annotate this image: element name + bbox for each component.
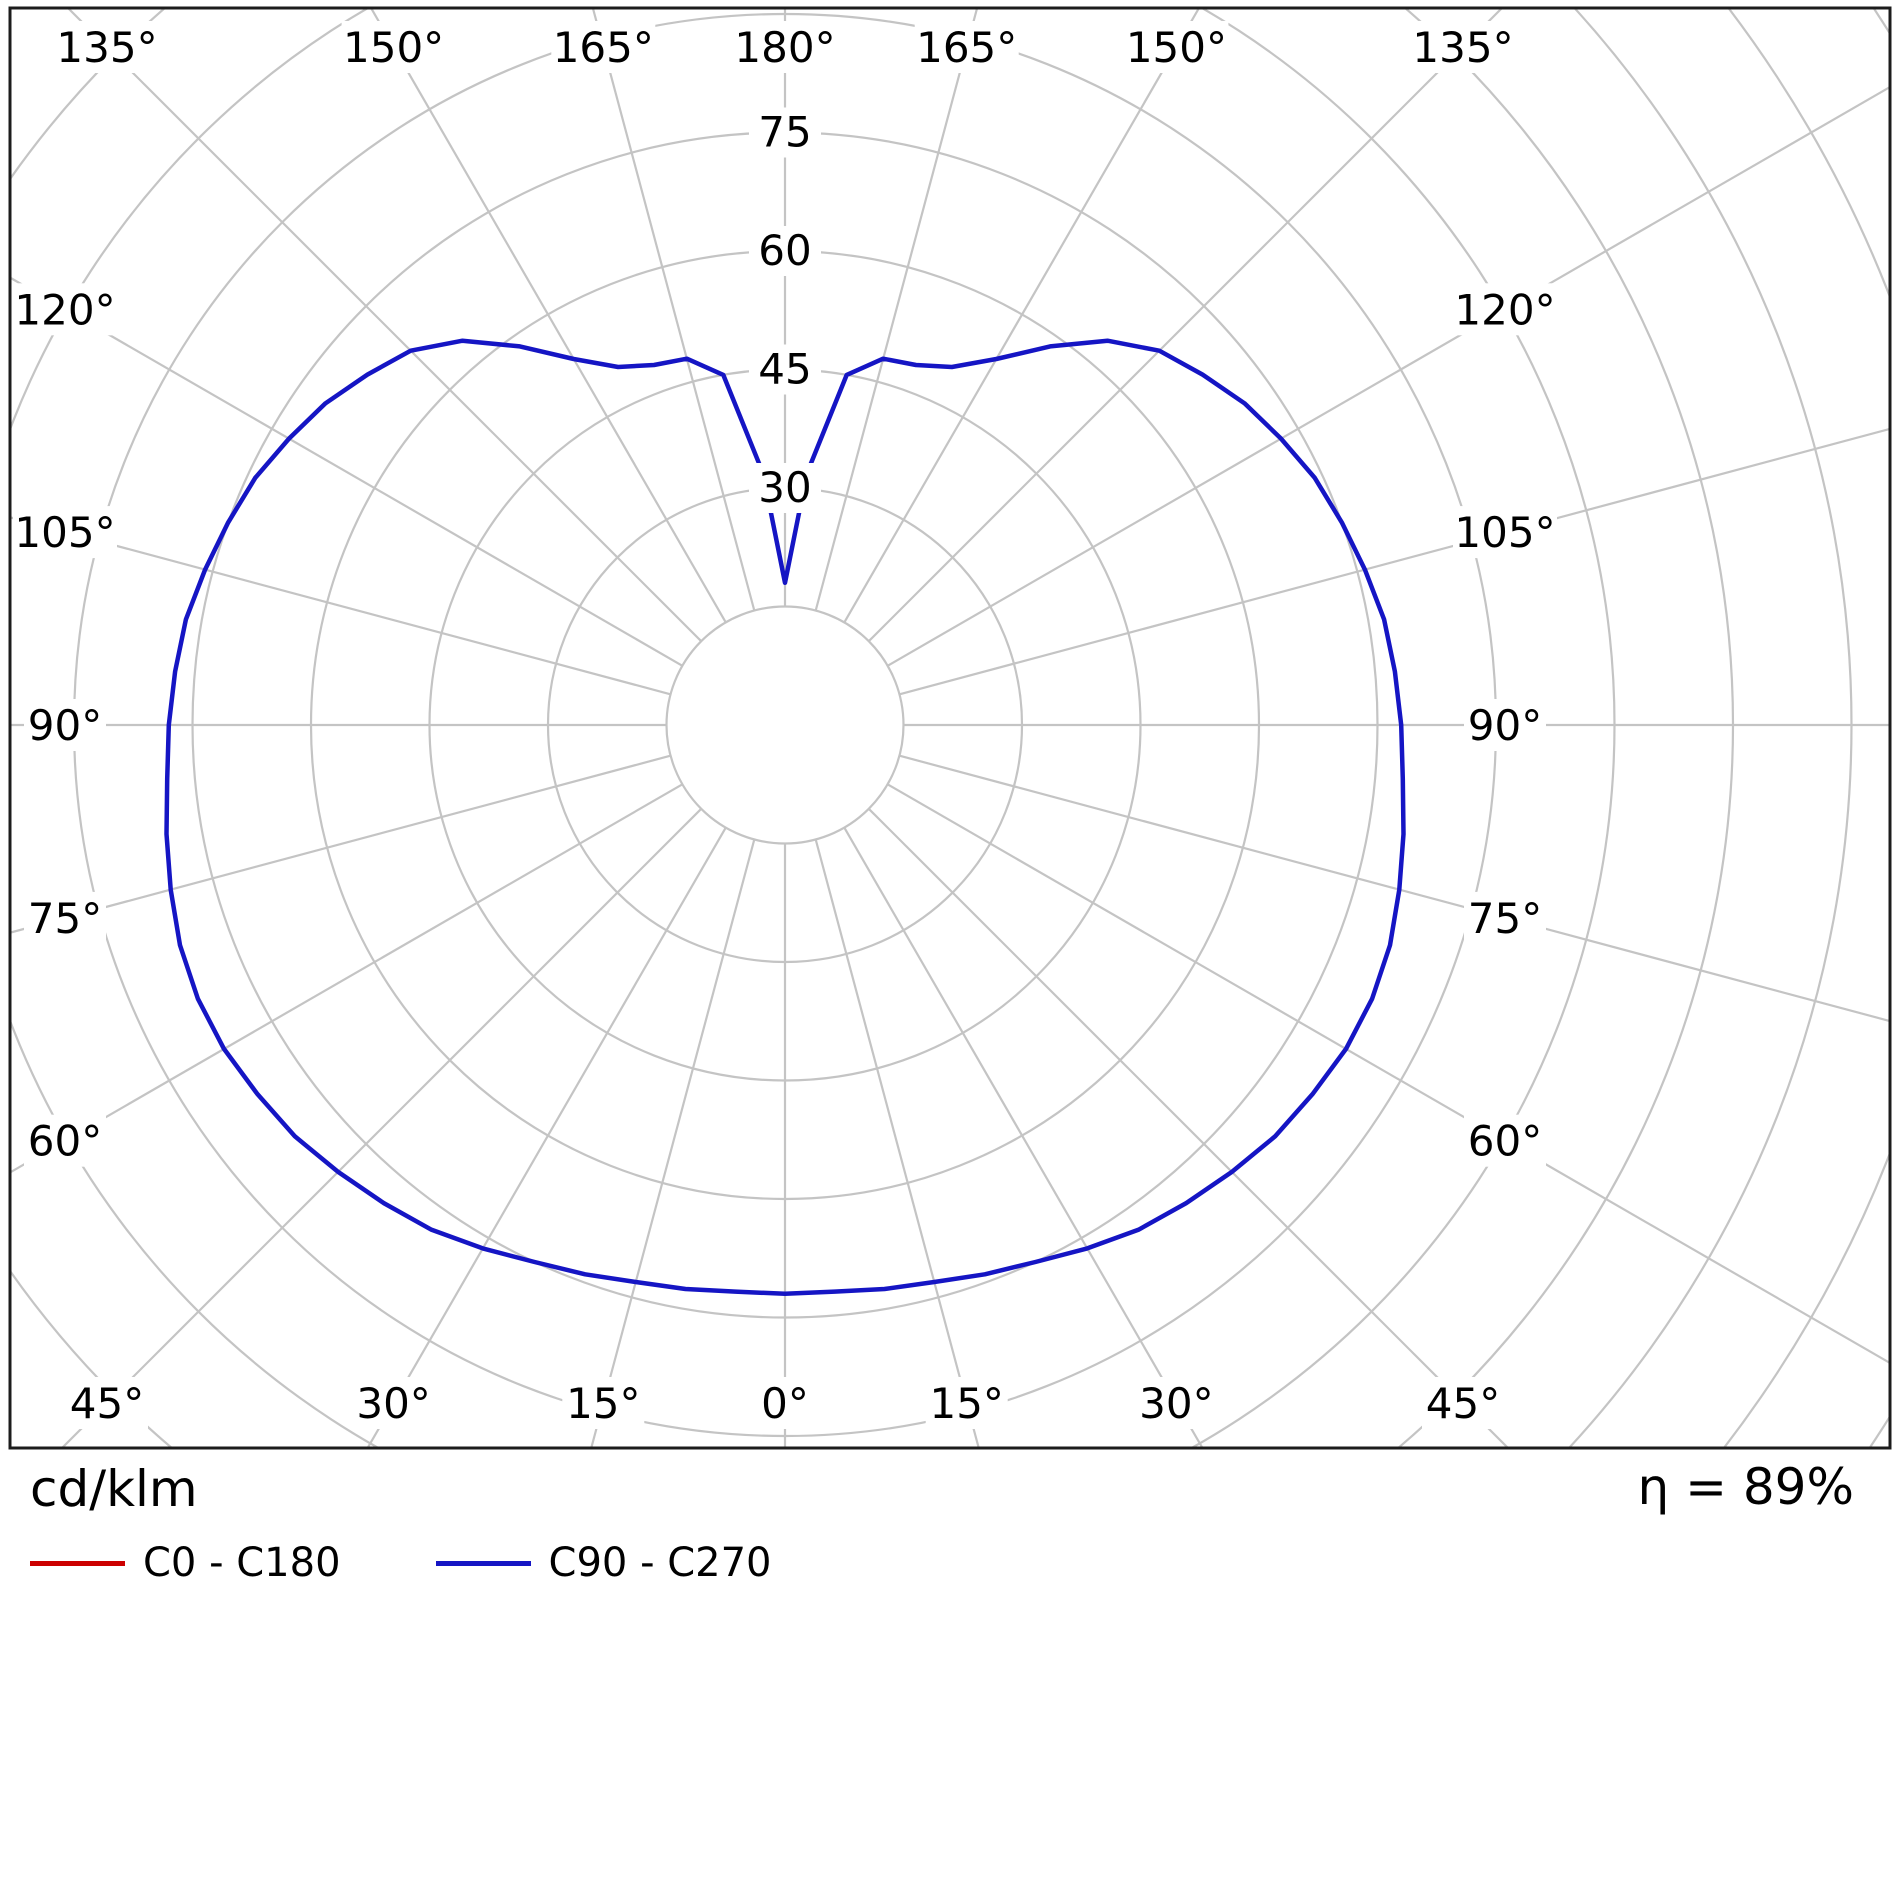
grid-spoke <box>814 839 980 1448</box>
angle-label: 15° <box>566 1379 640 1428</box>
angle-label: 45° <box>70 1379 144 1428</box>
grid-spoke <box>899 754 1890 1023</box>
angle-label: 135° <box>1412 23 1513 72</box>
intensity-curve-1 <box>164 338 1406 1297</box>
legend-label-c90-c270: C90 - C270 <box>548 1540 772 1586</box>
angle-label: 180° <box>734 23 835 72</box>
angle-label-bg <box>66 1377 148 1429</box>
efficiency-value: η = 89% <box>1637 1458 1854 1516</box>
angle-label-bg <box>925 1377 1008 1429</box>
grid-spoke <box>590 839 756 1448</box>
grid-spoke <box>899 427 1890 696</box>
radial-tick-bg <box>749 226 821 276</box>
plot-border <box>8 6 1892 1450</box>
radial-tick-bg <box>749 344 821 395</box>
angle-label: 105° <box>14 508 115 557</box>
angle-label-bg <box>24 1114 106 1167</box>
angle-label: 0° <box>761 1379 809 1428</box>
radial-tick-label: 45 <box>758 345 811 394</box>
grid-spoke <box>887 85 1890 667</box>
angle-label: 165° <box>553 23 654 72</box>
angle-label: 75° <box>1468 894 1542 943</box>
angle-label-bg <box>13 506 117 559</box>
grid-ring <box>665 605 905 845</box>
angle-label-bg <box>562 1377 645 1429</box>
angle-label-bg <box>733 21 837 73</box>
angle-label: 30° <box>1139 1379 1213 1428</box>
radial-tick-bg <box>749 463 821 513</box>
grid-spoke <box>814 8 979 611</box>
legend-swatch-c0-c180 <box>30 1560 125 1566</box>
angle-label: 60° <box>1468 1117 1542 1166</box>
angle-label: 150° <box>343 23 444 72</box>
angle-label-bg <box>1453 506 1557 559</box>
angle-label-bg <box>755 1377 815 1429</box>
grid-spoke <box>366 827 727 1448</box>
radial-tick-label: 60 <box>758 226 811 275</box>
angle-label-bg <box>1464 891 1546 944</box>
grid-spoke <box>843 8 1201 623</box>
angle-label: 120° <box>1454 285 1555 334</box>
grid-spoke <box>66 8 702 642</box>
angle-label-bg <box>1453 283 1557 336</box>
grid-spoke <box>843 827 1204 1448</box>
angle-label-bg <box>1464 699 1546 751</box>
angle-label-bg <box>1464 1114 1546 1167</box>
grid-spoke <box>868 8 1504 642</box>
angle-label: 150° <box>1126 23 1227 72</box>
angle-label: 165° <box>916 23 1017 72</box>
units-label: cd/klm <box>30 1460 198 1518</box>
angle-label: 30° <box>356 1379 430 1428</box>
radial-tick-bg <box>749 107 821 158</box>
angle-label-bg <box>341 21 446 73</box>
angle-label-bg <box>1124 21 1229 73</box>
angle-label: 105° <box>1454 508 1555 557</box>
angle-label-bg <box>24 699 106 751</box>
grid-spoke <box>868 808 1510 1448</box>
angle-label-bg <box>914 21 1019 73</box>
angle-label: 15° <box>929 1379 1003 1428</box>
angle-label-bg <box>1135 1377 1218 1429</box>
angle-label-bg <box>551 21 656 73</box>
radial-tick-label: 75 <box>758 108 811 157</box>
angle-label: 45° <box>1426 1379 1500 1428</box>
angle-label: 90° <box>1468 701 1542 750</box>
legend-label-c0-c180: C0 - C180 <box>143 1540 341 1586</box>
angle-label-bg <box>352 1377 435 1429</box>
angle-label: 75° <box>28 894 102 943</box>
angle-label: 135° <box>56 23 157 72</box>
angle-label-bg <box>1411 21 1515 73</box>
legend-swatch-c90-c270 <box>435 1560 531 1566</box>
angle-label-bg <box>1422 1377 1504 1429</box>
angle-label-bg <box>13 283 117 336</box>
angle-label: 60° <box>28 1117 102 1166</box>
grid-spoke <box>369 8 727 623</box>
angle-label-bg <box>24 891 106 944</box>
angle-label-bg <box>55 21 159 73</box>
grid-spoke <box>591 8 756 611</box>
grid-spoke <box>887 783 1890 1365</box>
legend: C0 - C180 C90 - C270 <box>30 1540 772 1586</box>
angle-label: 120° <box>14 285 115 334</box>
angle-label: 90° <box>28 701 102 750</box>
grid-spoke <box>60 808 702 1448</box>
radial-tick-label: 30 <box>758 463 811 512</box>
